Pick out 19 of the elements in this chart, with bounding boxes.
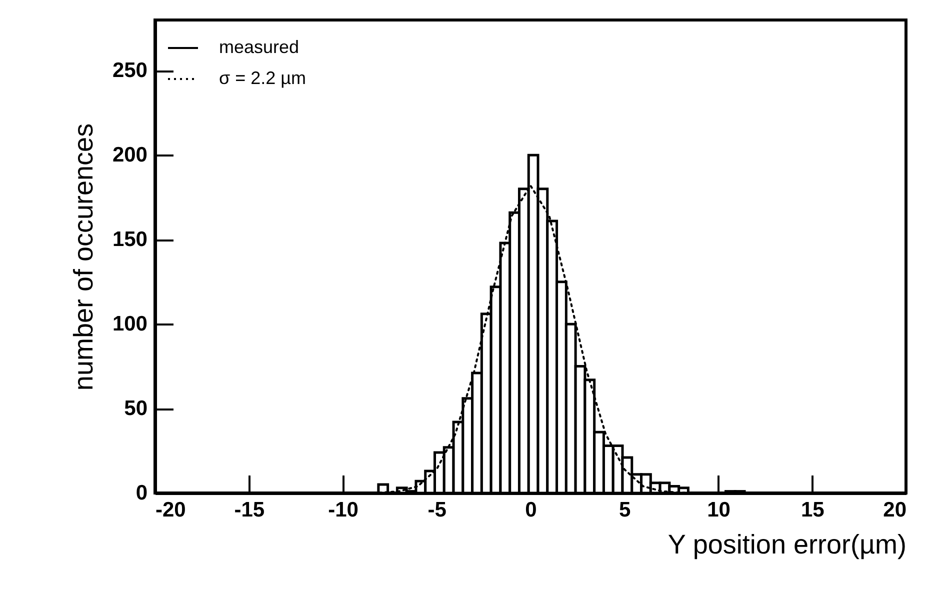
y-tick-label: 100	[112, 312, 148, 336]
legend-label: σ = 2.2 µm	[219, 68, 306, 88]
x-tick-label: 10	[707, 498, 730, 522]
x-tick-label: 5	[619, 498, 632, 522]
x-tick-label: -10	[328, 498, 358, 522]
y-tick-label: 200	[112, 144, 148, 167]
x-tick-label: 0	[525, 498, 537, 522]
y-axis-title: number of occurences	[68, 123, 98, 391]
y-tick-label: 0	[136, 482, 148, 504]
y-tick-label: 150	[112, 228, 148, 252]
x-axis-title: Y position error(µm)	[668, 530, 906, 560]
x-tick-label: -15	[234, 498, 265, 522]
x-tick-label: 15	[800, 498, 825, 522]
y-tick-label: 50	[124, 397, 148, 420]
x-tick-label: -20	[156, 498, 186, 522]
x-tick-label: 20	[883, 498, 906, 522]
legend-label: measured	[219, 37, 300, 57]
x-tick-label: -5	[428, 498, 447, 522]
y-tick-label: 250	[112, 59, 148, 82]
